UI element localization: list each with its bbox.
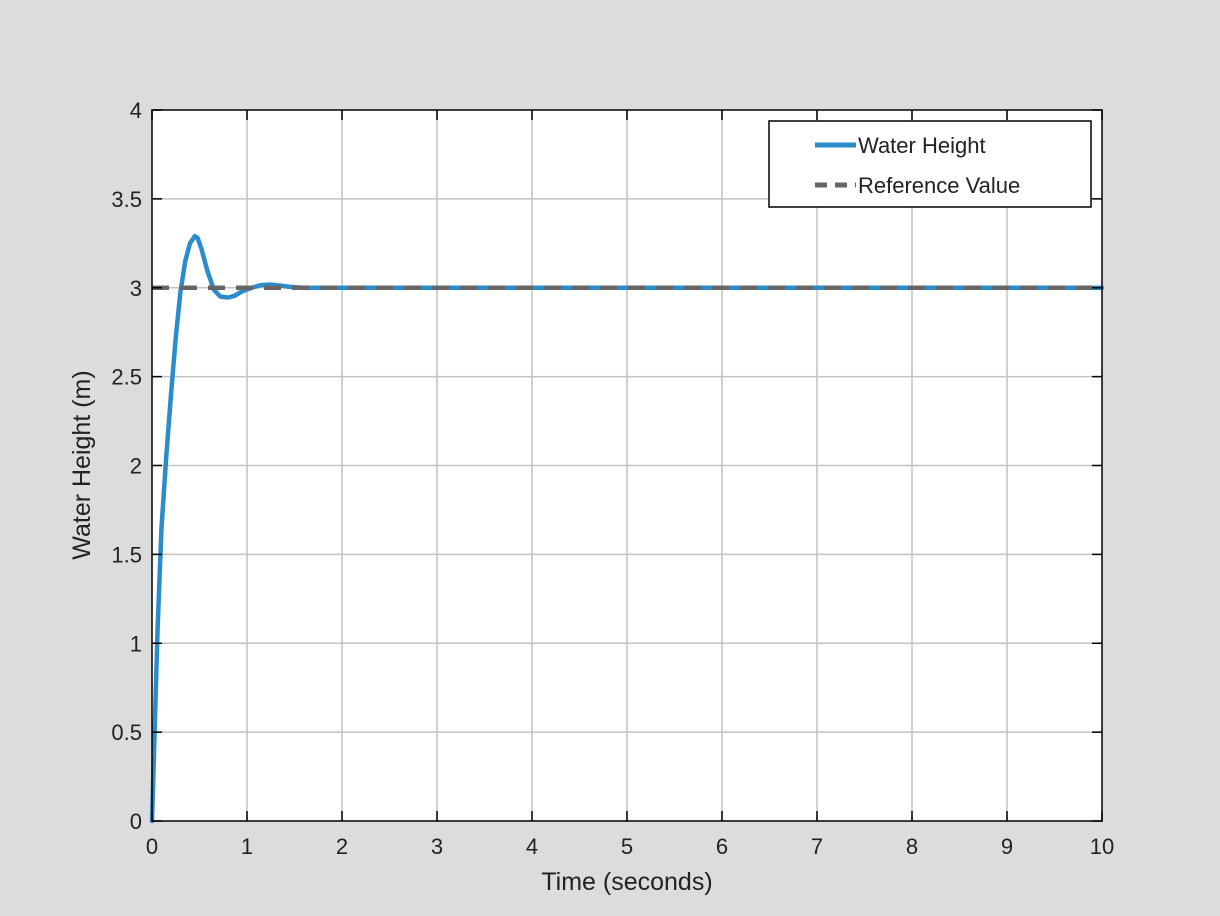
x-tick-label: 9 [1001,834,1013,859]
y-tick-label: 3.5 [111,187,142,212]
x-tick-label: 10 [1090,834,1114,859]
legend-label-water-height: Water Height [858,133,986,158]
x-tick-label: 5 [621,834,633,859]
x-tick-label: 7 [811,834,823,859]
series-layer [149,233,1105,824]
y-tick-label: 3 [130,276,142,301]
y-tick-label: 0 [130,809,142,834]
y-tick-label: 0.5 [111,720,142,745]
x-axis-label: Time (seconds) [541,868,712,896]
x-tick-label: 2 [336,834,348,859]
y-tick-labels: 0 0.5 1 1.5 2 2.5 3 3.5 4 [111,98,142,834]
legend: Water Height Reference Value [768,120,1092,208]
y-tick-label: 2 [130,454,142,479]
y-tick-label: 1.5 [111,542,142,567]
x-tick-label: 6 [716,834,728,859]
legend-label-reference-value: Reference Value [858,173,1020,198]
x-tick-label: 1 [241,834,253,859]
series-line-water-height [149,233,1105,824]
x-tick-label: 8 [906,834,918,859]
y-tick-label: 1 [130,631,142,656]
y-tick-label: 2.5 [111,365,142,390]
y-tick-label: 4 [130,98,142,123]
ticks-layer [151,109,1103,822]
x-tick-labels: 0 1 2 3 4 5 6 7 8 9 10 [146,834,1114,859]
x-tick-label: 3 [431,834,443,859]
x-tick-label: 0 [146,834,158,859]
x-tick-label: 4 [526,834,538,859]
y-axis-label: Water Height (m) [68,370,96,559]
legend-box [768,120,1092,208]
